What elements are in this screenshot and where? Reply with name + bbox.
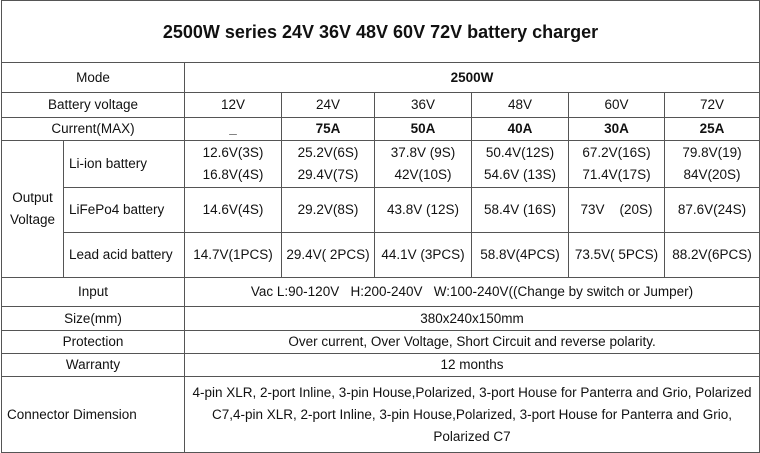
output-value: 73.5V( 5PCS) (574, 247, 659, 262)
voltage-cell: 24V (281, 92, 375, 118)
table-row: 2500W series 24V 36V 48V 60V 72V battery… (0, 0, 760, 63)
row-label: Warranty (1, 353, 185, 377)
row-label: Connector Dimension (1, 376, 185, 453)
current-cell: 30A (568, 117, 665, 141)
output-value: 58.8V(4PCS) (480, 247, 560, 262)
output-cell: 87.6V(24S) (663, 187, 760, 233)
output-value: 43.8V (12S) (386, 202, 460, 217)
output-value: 14.6V(4S) (202, 202, 264, 217)
title: 2500W series 24V 36V 48V 60V 72V battery… (0, 0, 760, 63)
row-label: Input (1, 277, 185, 307)
output-cell: 73.5V( 5PCS) (568, 232, 665, 278)
output-value: 84V(20S) (683, 167, 741, 182)
table-row: Warranty 12 months (1, 353, 760, 377)
table-row: Current(MAX) _ 75A 50A 40A 30A 25A (1, 117, 760, 141)
output-cell: 73V (20S) (568, 187, 665, 233)
output-value: 42V(10S) (394, 167, 452, 182)
output-value: 79.8V(19) (682, 145, 742, 160)
output-value: 12.6V(3S) (202, 145, 264, 160)
output-value: 29.4V(7S) (297, 167, 359, 182)
spec-value: 380x240x150mm (183, 306, 760, 331)
table-row: LiFePo4 battery 14.6V(4S) 29.2V(8S) 43.8V (… (2, 187, 760, 233)
output-value: 54.6V (13S) (483, 167, 557, 182)
output-cell: 29.4V( 2PCS) (281, 232, 375, 278)
row-label: Mode (1, 62, 185, 93)
table-row: Protection Over current, Over Voltage, Sh… (1, 330, 760, 354)
table-row: Lead acid battery 14.7V(1PCS) 29.4V( 2PCS)… (2, 232, 760, 278)
output-value: 25.2V(6S) (297, 145, 359, 160)
output-value: 88.2V(6PCS) (672, 247, 752, 262)
voltage-cell: 36V (374, 92, 472, 118)
output-value: 71.4V(17S) (582, 167, 651, 182)
output-cell: 14.6V(4S) (184, 187, 282, 233)
output-value: 14.7V(1PCS) (193, 247, 273, 262)
mode-value: 2500W (183, 62, 760, 93)
output-cell: 58.8V(4PCS) (471, 232, 569, 278)
spec-value: 4-pin XLR, 2-port Inline, 3-pin House,Po… (183, 376, 760, 453)
output-cell: 43.8V (12S) (374, 187, 472, 233)
output-value: 16.8V(4S) (202, 167, 264, 182)
current-cell: 50A (374, 117, 472, 141)
row-label: Size(mm) (1, 306, 185, 331)
table-row: Size(mm) 380x240x150mm (1, 306, 760, 331)
voltage-cell: 48V (471, 92, 569, 118)
spec-value: Vac L:90-120V H:200-240V W:100-240V((Cha… (183, 277, 760, 307)
table-row: Mode 2500W (1, 62, 760, 93)
table-row: Battery voltage 12V 24V 36V 48V 60V 72V (1, 92, 760, 118)
current-cell: 40A (471, 117, 569, 141)
voltage-cell: 72V (663, 92, 760, 118)
output-value: 87.6V(24S) (677, 202, 747, 217)
output-cell: 14.7V(1PCS) (184, 232, 282, 278)
output-cell: 88.2V(6PCS) (663, 232, 760, 278)
spec-value: 12 months (183, 353, 760, 377)
voltage-cell: 60V (568, 92, 665, 118)
output-cell: 44.1V (3PCS) (374, 232, 472, 278)
table-row: Input Vac L:90-120V H:200-240V W:100-240V… (1, 277, 760, 307)
output-value: 44.1V (3PCS) (381, 247, 465, 262)
output-cell: 29.2V(8S) (281, 187, 375, 233)
output-value: 73V (20S) (580, 202, 653, 217)
battery-type: Li-ion battery (63, 140, 185, 188)
voltage-cell: 12V (184, 92, 282, 118)
output-value: 37.8V (9S) (390, 145, 456, 160)
row-label: Battery voltage (1, 92, 185, 118)
output-cell: 58.4V (16S) (471, 187, 569, 233)
row-label: Current(MAX) (1, 117, 185, 141)
row-label: Protection (1, 330, 185, 354)
output-value: 67.2V(16S) (582, 145, 651, 160)
output-cell: 67.2V(16S) 71.4V(17S) (568, 140, 665, 188)
output-cell: 12.6V(3S) 16.8V(4S) (184, 140, 282, 188)
current-cell: 75A (281, 117, 375, 141)
battery-type: LiFePo4 battery (63, 187, 185, 233)
output-value: 29.2V(8S) (297, 202, 359, 217)
table-row: Connector Dimension 4-pin XLR, 2-port Inl… (1, 376, 760, 453)
row-label: Output Voltage (1, 140, 64, 278)
output-cell: 50.4V(12S) 54.6V (13S) (471, 140, 569, 188)
current-cell: _ (184, 117, 282, 141)
battery-type: Lead acid battery (63, 232, 185, 278)
output-value: 58.4V (16S) (483, 202, 557, 217)
table-row: Output Voltage Li-ion battery 12.6V(3S) 16.… (1, 140, 760, 278)
current-cell: 25A (663, 117, 760, 141)
spec-value: Over current, Over Voltage, Short Circui… (183, 330, 760, 354)
output-cell: 79.8V(19) 84V(20S) (663, 140, 760, 188)
output-value: 29.4V( 2PCS) (286, 247, 370, 262)
output-value: 50.4V(12S) (485, 145, 555, 160)
output-cell: 25.2V(6S) 29.4V(7S) (281, 140, 375, 188)
output-cell: 37.8V (9S) 42V(10S) (374, 140, 472, 188)
